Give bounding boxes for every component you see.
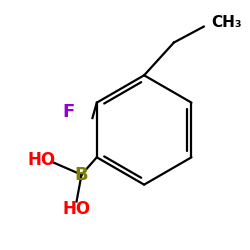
Text: F: F — [62, 103, 74, 121]
Text: HO: HO — [62, 200, 90, 218]
Text: B: B — [75, 166, 88, 184]
Text: HO: HO — [28, 151, 56, 169]
Text: CH₃: CH₃ — [212, 15, 242, 30]
